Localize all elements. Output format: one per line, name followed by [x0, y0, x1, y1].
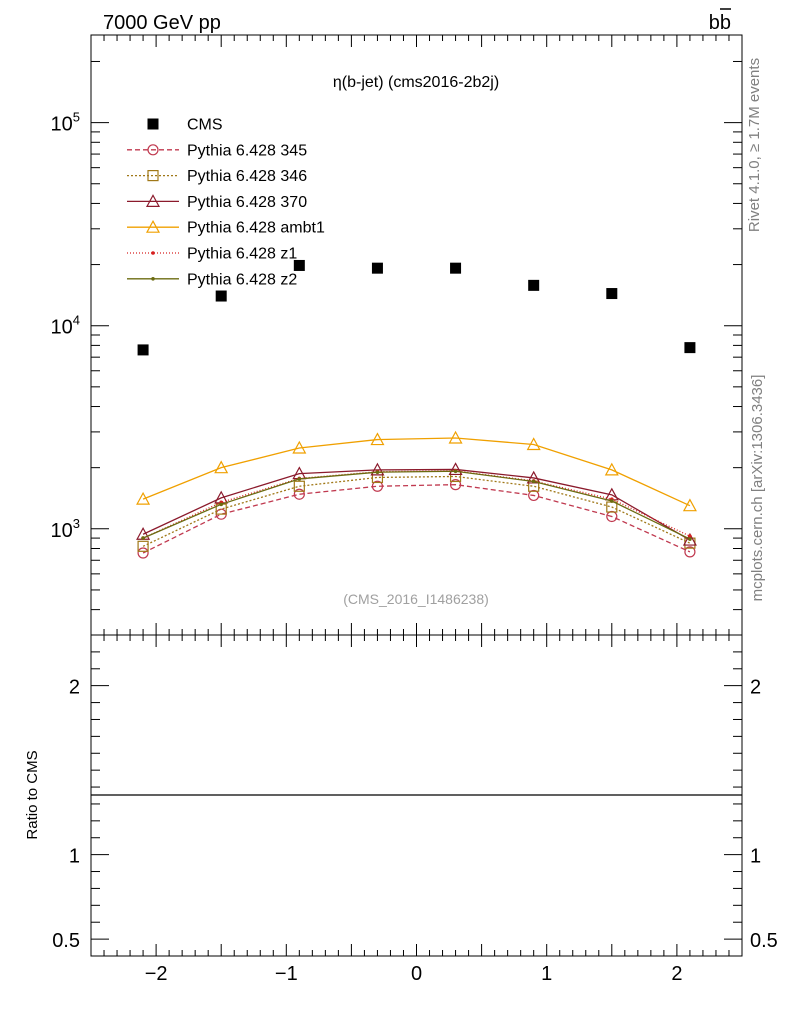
- data-point: [375, 470, 380, 474]
- data-point: [688, 534, 692, 538]
- legend-item: Pythia 6.428 ambt1: [127, 220, 325, 237]
- data-point: [610, 499, 614, 503]
- ratio-y-tick-label-right: 1: [750, 846, 761, 868]
- legend-marker: [147, 170, 159, 182]
- data-point: [531, 479, 536, 484]
- x-tick-label: −1: [275, 963, 298, 985]
- data-point: [448, 462, 463, 476]
- data-point: [528, 279, 540, 291]
- data-point: [682, 498, 697, 512]
- series-line: [142, 470, 691, 540]
- data-point: [137, 344, 149, 356]
- legend: CMS Pythia 6.428 345 Pythia 6.428 346 Pythi…: [127, 117, 325, 288]
- ratio-y-tick-label: 0.5: [52, 930, 80, 952]
- data-point: [214, 460, 229, 474]
- legend-label: Pythia 6.428 345: [187, 142, 307, 159]
- series-0: [137, 259, 696, 356]
- series-4: [136, 430, 697, 512]
- legend-label: Pythia 6.428 370: [187, 194, 307, 211]
- data-point: [215, 290, 227, 302]
- data-point: [297, 477, 302, 481]
- series-line: [142, 483, 691, 554]
- ratio-y-tick-label-right: 2: [750, 677, 761, 699]
- data-point: [219, 502, 223, 507]
- data-point: [370, 462, 385, 476]
- legend-marker: [151, 277, 155, 281]
- data-point: [137, 547, 149, 559]
- y-tick-label: 105: [51, 110, 80, 136]
- side-label-mcplots: mcplots.cern.ch [arXiv:1306.3436]: [749, 375, 766, 602]
- legend-item: CMS: [147, 117, 223, 134]
- data-point: [453, 469, 458, 474]
- legend-item: Pythia 6.428 z1: [127, 246, 297, 263]
- data-point: [684, 546, 696, 558]
- data-point: [292, 440, 307, 454]
- data-point: [528, 489, 540, 502]
- ratio-y-tick-label-right: 0.5: [750, 930, 778, 952]
- header-left: 7000 GeV pp: [103, 12, 221, 34]
- data-point: [370, 432, 385, 446]
- data-point: [293, 480, 305, 492]
- data-point: [293, 259, 305, 271]
- legend-marker: [151, 251, 155, 255]
- data-point: [371, 262, 383, 274]
- header-right: bb: [709, 8, 731, 34]
- legend-item: Pythia 6.428 346: [127, 168, 307, 185]
- y-tick-label: 104: [51, 313, 80, 339]
- legend-label: Pythia 6.428 346: [187, 168, 307, 185]
- data-point: [371, 480, 384, 492]
- data-point: [606, 288, 618, 300]
- x-tick-label: 0: [411, 963, 422, 985]
- y-tick-label: 103: [51, 516, 80, 542]
- legend-label: Pythia 6.428 ambt1: [187, 220, 325, 237]
- legend-marker: [147, 118, 159, 130]
- ratio-y-tick-label: 1: [69, 846, 80, 868]
- data-point: [526, 437, 541, 451]
- series-line: [142, 437, 691, 507]
- series-6: [141, 469, 692, 541]
- legend-marker: [147, 144, 159, 156]
- data-point: [688, 537, 692, 541]
- legend-item: Pythia 6.428 z2: [127, 271, 297, 288]
- x-tick-label: 1: [541, 963, 552, 985]
- svg-text:bb: bb: [709, 12, 731, 34]
- data-point: [604, 462, 619, 476]
- data-point: [684, 342, 696, 354]
- legend-label: CMS: [187, 117, 223, 134]
- analysis-watermark: (CMS_2016_I1486238): [343, 591, 489, 607]
- data-point: [293, 488, 305, 500]
- data-point: [448, 430, 463, 444]
- x-tick-label: 2: [671, 963, 682, 985]
- series-line: [142, 468, 691, 541]
- main-plot-panel: η(b-jet) (cms2016-2b2j) (CMS_2016_I14862…: [51, 34, 743, 636]
- x-tick-label: −2: [145, 963, 168, 985]
- legend-marker: [145, 219, 161, 233]
- data-point: [682, 532, 697, 546]
- legend-marker: [145, 194, 161, 207]
- data-point: [449, 479, 462, 491]
- data-point: [137, 540, 149, 552]
- legend-label: Pythia 6.428 z1: [187, 246, 297, 263]
- legend-item: Pythia 6.428 370: [127, 194, 307, 211]
- ratio-plot-panel: Ratio to CMS 0.5 0.5 1 1 2 2: [24, 634, 778, 957]
- data-point: [141, 536, 145, 540]
- data-point: [136, 491, 151, 505]
- series-line: [142, 475, 691, 547]
- legend-label: Pythia 6.428 z2: [187, 271, 297, 288]
- data-point: [450, 262, 462, 274]
- legend-item: Pythia 6.428 345: [127, 142, 307, 159]
- ratio-y-tick-label: 2: [69, 677, 80, 699]
- side-label-rivet: Rivet 4.1.0, ≥ 1.7M events: [746, 58, 763, 232]
- ratio-ylabel: Ratio to CMS: [24, 750, 41, 839]
- plot-title: η(b-jet) (cms2016-2b2j): [333, 74, 499, 91]
